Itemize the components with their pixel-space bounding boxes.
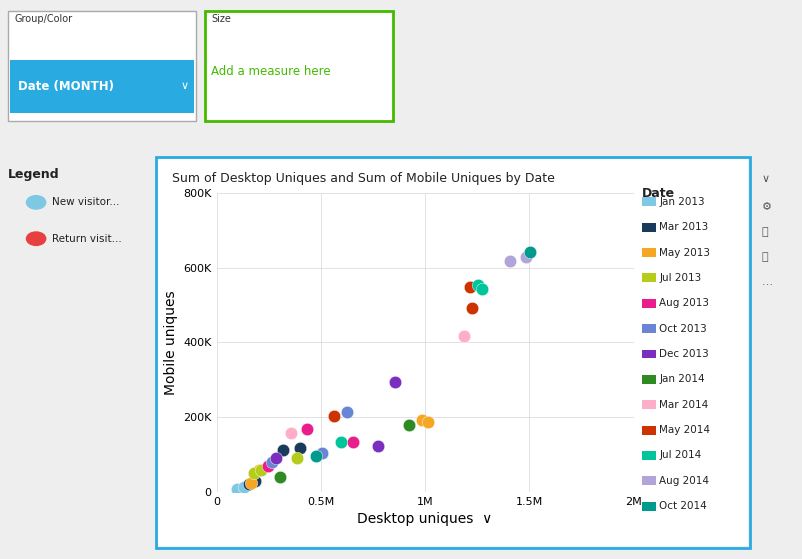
Point <box>290 453 303 462</box>
Text: Oct 2013: Oct 2013 <box>659 324 707 334</box>
Point <box>309 451 322 460</box>
Bar <box>8 11 196 121</box>
Bar <box>205 11 393 121</box>
Point <box>273 472 286 481</box>
Point <box>231 485 244 494</box>
Point <box>247 469 260 478</box>
Point <box>277 446 290 454</box>
Text: Jul 2014: Jul 2014 <box>659 451 702 461</box>
Point <box>269 454 282 463</box>
Point <box>294 443 306 452</box>
Text: 💡: 💡 <box>762 252 768 262</box>
Text: Oct 2014: Oct 2014 <box>659 501 707 511</box>
Point <box>472 281 484 290</box>
Point <box>464 283 476 292</box>
Bar <box>10 60 194 113</box>
Point <box>372 442 385 451</box>
Point <box>242 480 255 489</box>
Text: Aug 2013: Aug 2013 <box>659 299 709 308</box>
Text: May 2013: May 2013 <box>659 248 711 258</box>
Text: Mar 2013: Mar 2013 <box>659 222 708 232</box>
Point <box>524 247 537 256</box>
Point <box>457 331 470 340</box>
Point <box>245 478 257 487</box>
Text: Sum of Desktop Uniques and Sum of Mobile Uniques by Date: Sum of Desktop Uniques and Sum of Mobile… <box>172 172 555 185</box>
Text: Return visit...: Return visit... <box>52 234 122 244</box>
Text: ⚙: ⚙ <box>762 202 772 212</box>
Point <box>340 408 353 417</box>
Point <box>253 466 265 475</box>
Point <box>422 417 435 426</box>
Text: Jan 2013: Jan 2013 <box>659 197 705 207</box>
Point <box>334 438 347 447</box>
Text: May 2014: May 2014 <box>659 425 711 435</box>
X-axis label: Desktop uniques  ∨: Desktop uniques ∨ <box>358 513 492 527</box>
Point <box>265 457 278 466</box>
Text: · · · · · · · ·: · · · · · · · · <box>436 156 470 162</box>
Text: Mar 2014: Mar 2014 <box>659 400 708 410</box>
Text: Legend: Legend <box>8 168 59 181</box>
Text: Jul 2013: Jul 2013 <box>659 273 702 283</box>
Text: …: … <box>762 277 773 287</box>
Point <box>476 285 489 294</box>
Point <box>346 438 359 447</box>
Text: ⤢: ⤢ <box>762 227 768 237</box>
Y-axis label: Mobile uniques: Mobile uniques <box>164 290 178 395</box>
Point <box>388 378 401 387</box>
Text: Date: Date <box>642 187 674 200</box>
Point <box>237 482 250 491</box>
Point <box>255 466 268 475</box>
Text: ∨: ∨ <box>762 174 770 184</box>
Point <box>328 412 341 421</box>
Point <box>261 462 274 471</box>
Point <box>415 416 428 425</box>
Point <box>520 253 533 262</box>
Text: Dec 2013: Dec 2013 <box>659 349 709 359</box>
Point <box>465 304 478 312</box>
Text: New visitor...: New visitor... <box>52 197 119 207</box>
Point <box>301 425 314 434</box>
Point <box>249 476 261 485</box>
Text: Aug 2014: Aug 2014 <box>659 476 709 486</box>
Point <box>503 257 516 266</box>
Text: Group/Color: Group/Color <box>14 15 72 25</box>
Text: Add a measure here: Add a measure here <box>211 65 330 78</box>
Point <box>403 421 416 430</box>
Point <box>315 449 328 458</box>
Point <box>284 428 297 437</box>
Text: Date (MONTH): Date (MONTH) <box>18 80 114 93</box>
Text: Size: Size <box>211 15 231 25</box>
Text: Jan 2014: Jan 2014 <box>659 375 705 385</box>
Text: ∨: ∨ <box>180 82 188 92</box>
